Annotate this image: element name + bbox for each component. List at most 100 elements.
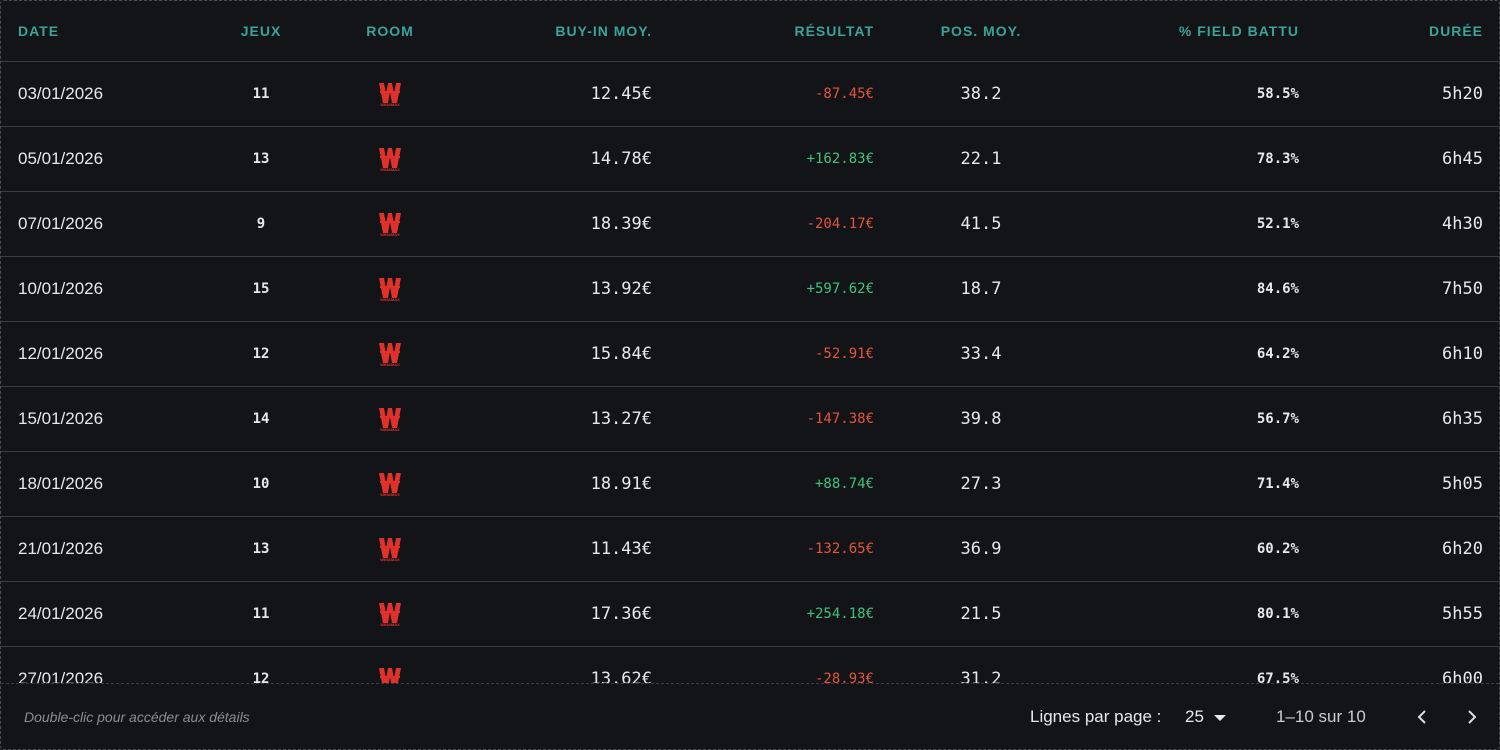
table-row[interactable]: 24/01/2026 11 WINAMAX 17.36€ +254.18€ 21.5 80.… [1,582,1499,647]
pagination-bar: Double-clic pour accéder aux détails Lig… [1,684,1499,749]
duration: 5h20 [1442,84,1483,104]
result: -204.17€ [806,216,874,232]
duration: 4h30 [1442,214,1483,234]
room-name: WINAMAX [380,556,400,562]
table-row[interactable]: 21/01/2026 13 WINAMAX 11.43€ -132.65€ 36.9 60.… [1,517,1499,582]
room-name: WINAMAX [380,231,400,237]
column-header: JEUX [240,23,282,39]
winamax-icon [379,277,401,298]
games: 14 [252,411,270,427]
room-logo: WINAMAX [378,647,402,683]
table-row[interactable]: 07/01/2026 9 WINAMAX 18.39€ -204.17€ 41.5 52.1… [1,192,1499,257]
winamax-icon [379,537,401,558]
duration: 6h10 [1442,344,1483,364]
table-row[interactable]: 10/01/2026 15 WINAMAX 13.92€ +597.62€ 18.7 84.… [1,257,1499,322]
rows-per-page-label: Lignes par page : [1030,707,1162,726]
table-row[interactable]: 03/01/2026 11 WINAMAX 12.45€ -87.45€ 38.2 58.5… [1,62,1499,127]
field-beaten: 56.7% [1256,411,1299,427]
duration: 5h55 [1442,604,1483,624]
date: 10/01/2026 [18,279,104,298]
room-logo: WINAMAX [378,387,402,451]
table-body: 03/01/2026 11 WINAMAX 12.45€ -87.45€ 38.2 58.5… [1,62,1499,684]
room-name: WINAMAX [380,101,400,107]
result: -147.38€ [806,411,874,427]
result: +597.62€ [806,281,874,297]
hint: Double-clic pour accéder aux détails [24,709,250,725]
field-beaten: 71.4% [1256,476,1299,492]
room-name: WINAMAX [380,361,400,367]
games: 13 [252,541,270,557]
table-row[interactable]: 05/01/2026 13 WINAMAX 14.78€ +162.83€ 22.1 78.… [1,127,1499,192]
buy-in: 18.39€ [590,214,652,234]
duration: 6h45 [1442,149,1483,169]
winamax-icon [379,667,401,683]
buy-in: 13.27€ [590,409,652,429]
winamax-icon [379,212,401,233]
duration: 5h05 [1442,474,1483,494]
room-logo: WINAMAX [378,517,402,581]
date: 15/01/2026 [18,409,104,428]
avg-position: 33.4 [960,344,1002,364]
next-page[interactable] [1461,684,1483,749]
rows-per-page-value: 25 [1185,707,1204,726]
column-header: RÉSULTAT [794,23,874,39]
column-header: ROOM [366,23,414,39]
prev-page[interactable] [1411,684,1433,749]
chevron-left [1417,710,1426,724]
result: +162.83€ [806,151,874,167]
table-row[interactable]: 27/01/2026 12 WINAMAX 13.62€ -28.93€ 31.2 67.5… [1,647,1499,684]
table-row[interactable]: 15/01/2026 14 WINAMAX 13.27€ -147.38€ 39.8 56.… [1,387,1499,452]
room-name: WINAMAX [380,426,400,432]
room-logo: WINAMAX [378,257,402,321]
dropdown-caret [1213,715,1226,721]
buy-in: 13.62€ [590,669,652,684]
field-beaten: 52.1% [1256,216,1299,232]
table-header: DATE JEUX ROOM BUY-IN MOY. RÉSULTAT POS. MOY.… [1,1,1499,62]
field-beaten: 58.5% [1256,86,1299,102]
games: 9 [256,216,266,232]
date: 03/01/2026 [18,84,104,103]
room-logo: WINAMAX [378,322,402,386]
avg-position: 27.3 [960,474,1002,494]
date: 18/01/2026 [18,474,104,493]
games: 10 [252,476,270,492]
games: 13 [252,151,270,167]
winamax-icon [379,472,401,493]
room-logo: WINAMAX [378,582,402,646]
column-header: DURÉE [1428,23,1483,39]
date: 24/01/2026 [18,604,104,623]
room-name: WINAMAX [380,166,400,172]
buy-in: 13.92€ [590,279,652,299]
date: 27/01/2026 [18,669,104,684]
result: -87.45€ [814,86,874,102]
date: 12/01/2026 [18,344,104,363]
result: -52.91€ [814,346,874,362]
avg-position: 31.2 [960,669,1002,684]
duration: 6h20 [1442,539,1483,559]
buy-in: 12.45€ [590,84,652,104]
room-name: WINAMAX [380,621,400,627]
page-range: 1–10 sur 10 [1276,707,1366,726]
games: 12 [252,346,270,362]
winamax-icon [379,407,401,428]
games: 12 [252,671,270,684]
avg-position: 18.7 [960,279,1002,299]
buy-in: 14.78€ [590,149,652,169]
buy-in: 15.84€ [590,344,652,364]
table-row[interactable]: 12/01/2026 12 WINAMAX 15.84€ -52.91€ 33.4 64.2… [1,322,1499,387]
duration: 6h00 [1442,669,1483,684]
room-logo: WINAMAX [378,452,402,516]
duration: 7h50 [1442,279,1483,299]
rows-per-page-select[interactable]: 25 [1185,684,1230,749]
winamax-icon [379,342,401,363]
field-beaten: 60.2% [1256,541,1299,557]
winamax-icon [379,82,401,103]
table-row[interactable]: 18/01/2026 10 WINAMAX 18.91€ +88.74€ 27.3 71.4… [1,452,1499,517]
column-header: POS. MOY. [940,23,1022,39]
avg-position: 36.9 [960,539,1002,559]
field-beaten: 80.1% [1256,606,1299,622]
avg-position: 39.8 [960,409,1002,429]
avg-position: 41.5 [960,214,1002,234]
result: -132.65€ [806,541,874,557]
